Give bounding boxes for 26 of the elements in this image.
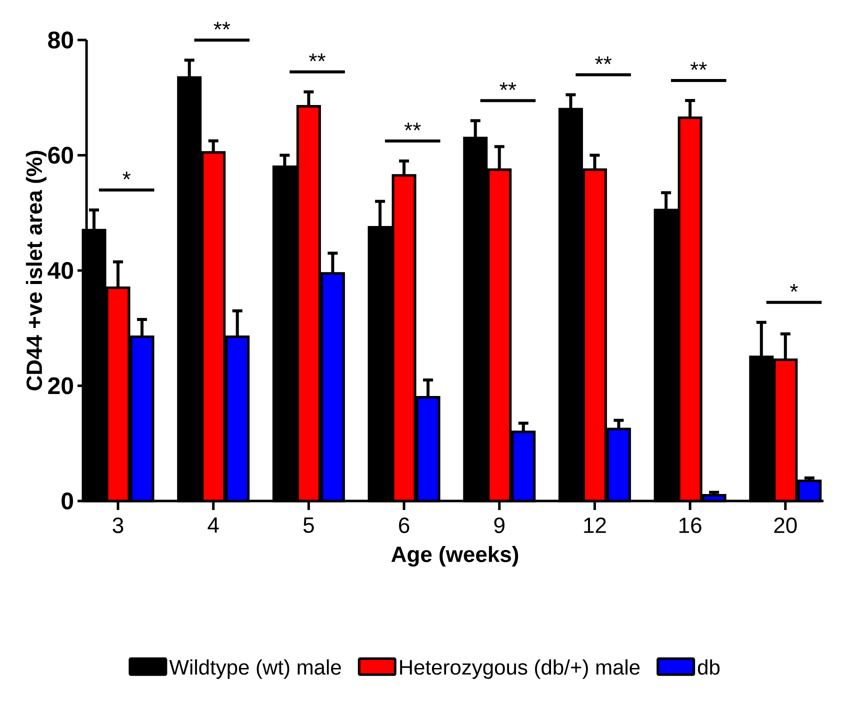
x-tick-label: 9 bbox=[494, 518, 504, 534]
y-tick-label: 0 bbox=[62, 492, 74, 510]
x-tick-label: 6 bbox=[399, 518, 410, 534]
y-tick-label: 40 bbox=[48, 262, 74, 279]
x-tick-label: 5 bbox=[303, 518, 314, 533]
legend-label: Heterozygous (db/+) male bbox=[400, 659, 640, 679]
annotation: ** bbox=[595, 56, 612, 64]
legend-label: db bbox=[698, 659, 720, 675]
legend-label: Wildtype (wt) male bbox=[169, 659, 341, 679]
y-tick-label: 60 bbox=[48, 146, 74, 164]
y-tick-label: 80 bbox=[48, 32, 74, 48]
y-axis-title: CD44 +ve islet area (%) bbox=[26, 150, 46, 390]
annotation: * bbox=[790, 284, 798, 292]
x-tick-label: 20 bbox=[774, 518, 797, 534]
annotation: * bbox=[122, 172, 131, 180]
x-tick-label: 4 bbox=[208, 518, 219, 533]
x-tick-label: 12 bbox=[584, 518, 606, 533]
annotation: ** bbox=[690, 62, 707, 70]
x-axis-title: Age (weeks) bbox=[391, 546, 518, 567]
annotation: ** bbox=[500, 82, 516, 90]
annotation: ** bbox=[404, 122, 421, 130]
annotation: ** bbox=[309, 54, 326, 62]
x-tick-label: 3 bbox=[112, 518, 124, 534]
text: ** bbox=[214, 22, 230, 30]
x-tick-label: 16 bbox=[680, 518, 702, 534]
y-tick-label: 20 bbox=[48, 377, 74, 394]
